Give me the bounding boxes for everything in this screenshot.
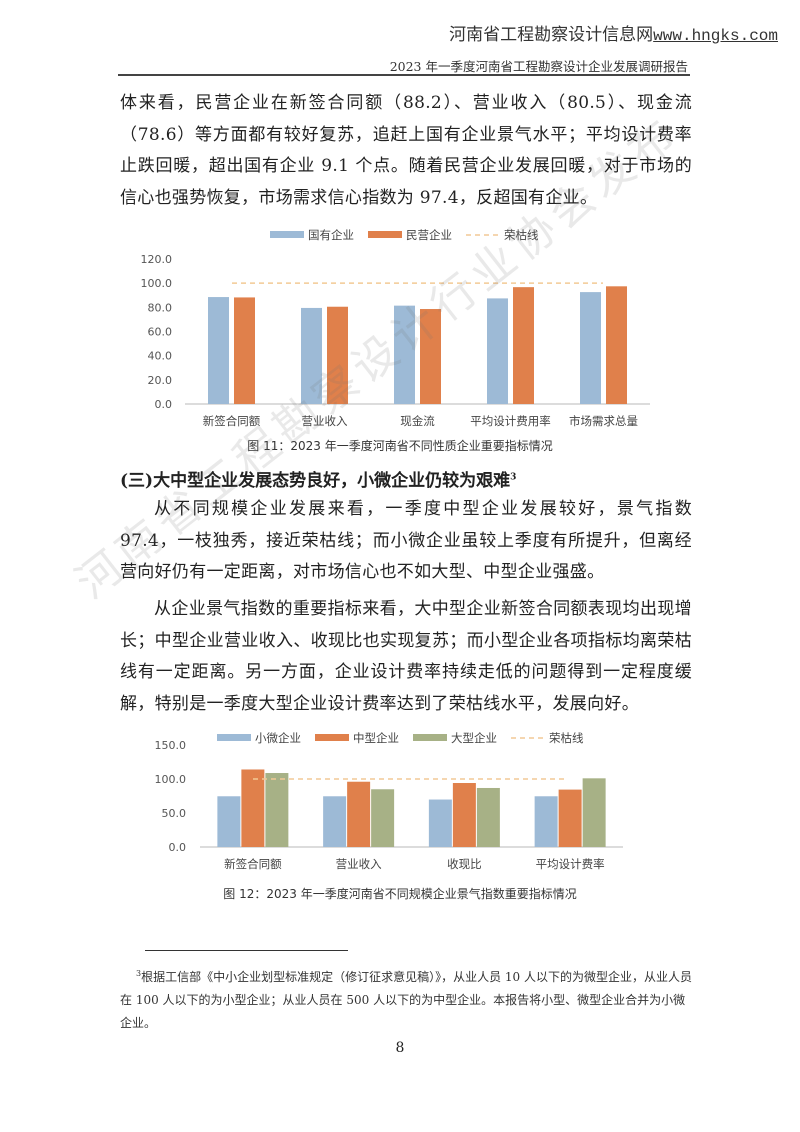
x-category-label: 营业收入 [336,857,382,871]
y-tick-label: 120.0 [141,253,173,266]
bar-2-5 [606,286,627,404]
figure-12-caption: 图 12：2023 年一季度河南省不同规模企业景气指数重要指标情况 [223,887,577,901]
chart-figure-12: 0.0 50.0 100.0 150.0 新签合同额 营业收入 收现比 平均设计费率 小微企业 中… [155,731,623,871]
bar-2-4 [558,789,582,847]
figure-11-caption: 图 11：2023 年一季度河南省不同性质企业重要指标情况 [247,439,553,453]
paragraph-1: 体来看，民营企业在新签合同额（88.2）、营业收入（80.5）、现金流（78.6… [120,93,692,208]
legend-label: 中型企业 [353,731,399,745]
legend-label: 大型企业 [451,731,497,745]
y-tick-label: 60.0 [148,326,173,339]
bar-1-2 [323,796,347,847]
x-category-label: 新签合同额 [203,414,261,428]
y-tick-label: 80.0 [148,301,173,314]
y-tick-label: 20.0 [148,374,173,387]
y-tick-label: 150.0 [155,739,187,752]
legend-swatch [315,734,349,741]
report-title: 2023 年一季度河南省工程勘察设计企业发展调研报告 [389,59,688,74]
bar-1-1 [208,297,229,404]
bar-3-3 [476,787,500,847]
x-category-label: 现金流 [400,414,435,428]
x-category-label: 平均设计费用率 [470,414,551,428]
bar-3-2 [371,789,395,847]
legend-swatch [270,231,304,238]
y-tick-label: 0.0 [155,398,173,411]
bar-2-4 [513,287,534,404]
bar-1-3 [428,799,452,847]
site-url-link[interactable]: www.hngks.com [653,27,778,45]
bar-2-3 [452,783,476,847]
bar-1-1 [217,796,241,847]
footnote-mark: 3 [136,969,142,978]
legend-swatch [413,734,447,741]
y-tick-label: 50.0 [162,807,187,820]
section-heading: (三)大中型企业发展态势良好，小微企业仍较为艰难3 [120,466,516,491]
bar-2-2 [347,781,371,847]
bar-2-3 [420,309,441,404]
y-tick-label: 100.0 [141,277,173,290]
page-number: 8 [395,1040,405,1056]
legend-label: 国有企业 [308,228,354,242]
footnote-ref[interactable]: 3 [510,472,517,483]
footnote: 3根据工信部《中小企业划型标准规定（修订征求意见稿）》，从业人员 10 人以下的… [120,962,692,1035]
y-tick-label: 0.0 [169,841,187,854]
section-heading-text: (三)大中型企业发展态势良好，小微企业仍较为艰难 [120,471,511,491]
bar-2-1 [234,297,255,404]
site-name: 河南省工程勘察设计信息网 [449,25,654,45]
bar-1-4 [487,298,508,404]
chart-figure-11: 0.0 20.0 40.0 60.0 80.0 100.0 120.0 新签合同额 营业收入 现金… [141,228,650,428]
footnote-divider [145,950,348,951]
bar-1-3 [394,305,415,404]
legend-label: 小微企业 [255,731,301,745]
x-category-label: 新签合同额 [224,857,282,871]
legend-label: 荣枯线 [549,731,584,745]
footnote-text: 根据工信部《中小企业划型标准规定（修订征求意见稿）》，从业人员 10 人以下的为… [120,970,692,1030]
legend-label: 荣枯线 [504,228,539,242]
site-header: 河南省工程勘察设计信息网www.hngks.com [449,20,778,45]
bar-3-1 [265,773,289,847]
bar-1-2 [301,307,322,404]
y-tick-label: 100.0 [155,773,187,786]
x-category-label: 市场需求总量 [569,414,638,428]
paragraph-3: 从企业景气指数的重要指标来看，大中型企业新签合同额表现均出现增长；中型企业营业收… [120,599,692,714]
bar-1-5 [580,292,601,404]
x-category-label: 收现比 [447,857,482,871]
y-tick-label: 40.0 [148,350,173,363]
bar-2-1 [241,769,265,847]
bar-3-4 [582,778,606,847]
bar-2-2 [327,306,348,404]
legend-label: 民营企业 [406,228,452,242]
header-divider [118,74,690,76]
paragraph-2: 从不同规模企业发展来看，一季度中型企业发展较好，景气指数 97.4，一枝独秀，接… [120,499,692,582]
bar-1-4 [534,796,558,847]
legend-swatch [217,734,251,741]
legend-swatch [368,231,402,238]
x-category-label: 营业收入 [302,414,348,428]
x-category-label: 平均设计费率 [536,857,605,871]
